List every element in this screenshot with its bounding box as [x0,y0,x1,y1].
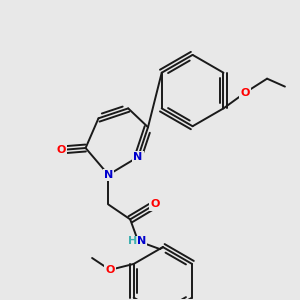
Text: H: H [128,236,137,246]
Text: O: O [105,265,115,275]
Text: O: O [150,200,160,209]
Text: O: O [56,145,65,155]
Text: N: N [137,236,147,246]
Text: N: N [134,152,143,162]
Text: N: N [104,170,113,180]
Text: O: O [241,88,250,98]
